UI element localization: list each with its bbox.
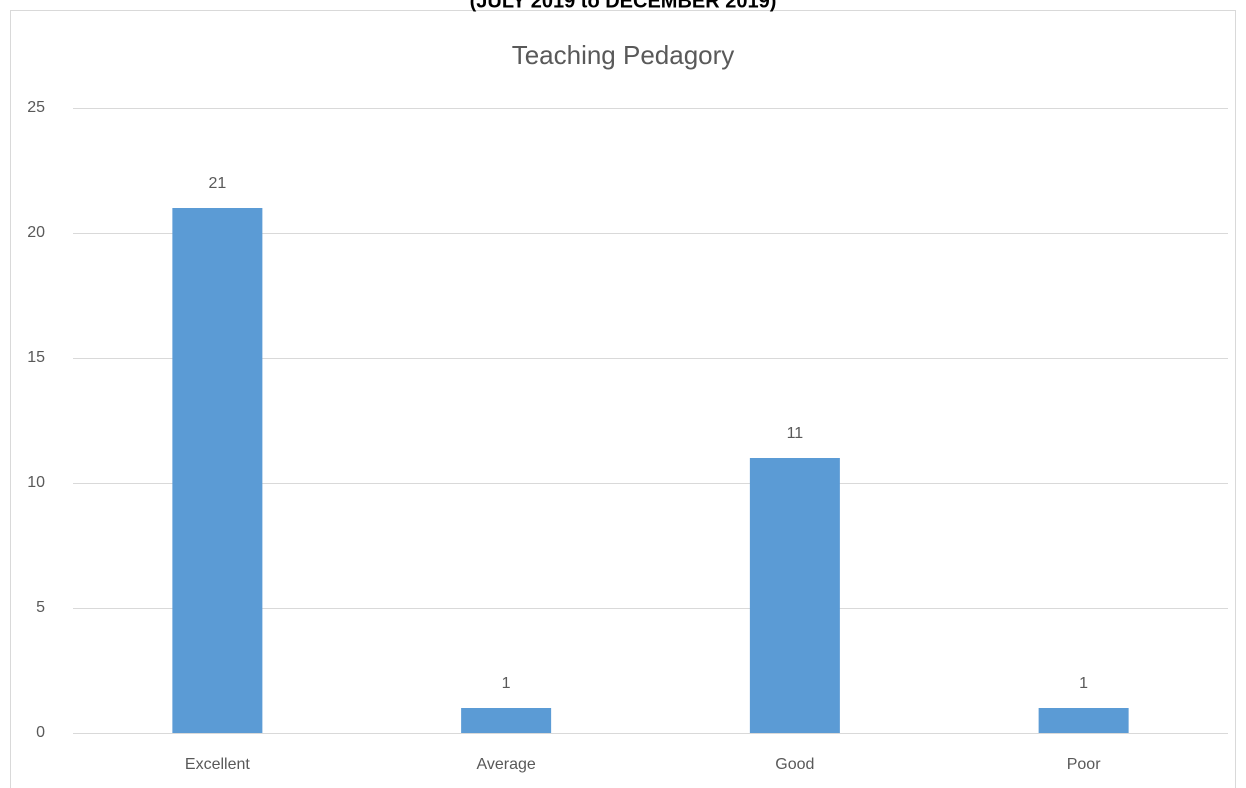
x-tick-label: Poor [1067, 756, 1101, 773]
bar [1038, 708, 1129, 733]
x-tick-label: Excellent [185, 756, 250, 773]
y-tick-label: 20 [27, 224, 45, 241]
bar [749, 458, 840, 733]
y-tick-label: 25 [27, 99, 45, 116]
chart-subtitle: (JULY 2019 to DECEMBER 2019) [470, 0, 777, 12]
y-tick-label: 15 [27, 349, 45, 366]
y-tick-label: 0 [36, 724, 45, 741]
data-label: 11 [787, 425, 804, 442]
y-tick-label: 5 [36, 599, 45, 616]
data-label: 1 [502, 675, 511, 692]
x-tick-label: Average [476, 756, 535, 773]
data-label: 21 [208, 175, 226, 192]
x-tick-label: Good [775, 756, 814, 773]
data-label: 1 [1079, 675, 1088, 692]
bar [172, 208, 263, 733]
bar [461, 708, 552, 733]
chart-title: Teaching Pedagory [512, 40, 735, 70]
y-tick-label: 10 [27, 474, 45, 491]
